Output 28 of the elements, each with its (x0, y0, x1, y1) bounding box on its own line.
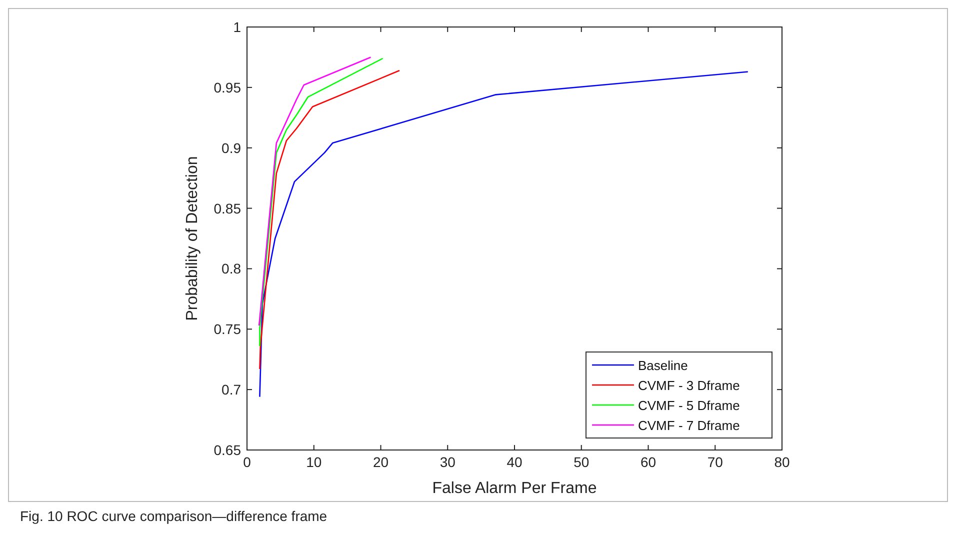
line-series (259, 71, 749, 398)
x-tick-label: 10 (306, 454, 322, 470)
y-tick-label: 0.75 (214, 321, 242, 338)
caption: Fig. 10 ROC curve comparison—difference frame (20, 508, 328, 524)
legend-label: CVMF - 3 Dframe (638, 378, 740, 393)
x-tick-label: 50 (574, 454, 590, 470)
x-tick-label: 20 (372, 454, 389, 470)
y-tick-label: 1 (233, 19, 242, 35)
legend-label: CVMF - 5 Dframe (638, 398, 740, 413)
x-tick-label: 0 (243, 454, 252, 470)
y-tick-label: 0.9 (222, 140, 242, 156)
legend-label: CVMF - 7 Dframe (638, 418, 740, 433)
line-series (259, 70, 400, 370)
y-tick-label: 0.95 (214, 79, 242, 96)
y-tick-label: 0.85 (214, 200, 242, 216)
x-tick-label: 70 (707, 454, 724, 470)
line-series (259, 58, 384, 347)
line-series (258, 56, 372, 326)
y-tick-label: 0.65 (214, 442, 242, 458)
x-axis-title: False Alarm Per Frame (432, 480, 597, 497)
legend-label: Baseline (638, 358, 688, 373)
y-tick-label: 0.7 (222, 382, 242, 398)
x-tick-label: 40 (506, 454, 522, 470)
x-tick-label: 80 (774, 454, 790, 470)
x-tick-label: 30 (440, 454, 456, 470)
y-tick-label: 0.8 (222, 260, 242, 277)
y-axis-title: Probability of Detection (184, 156, 201, 321)
x-tick-label: 60 (640, 454, 656, 470)
